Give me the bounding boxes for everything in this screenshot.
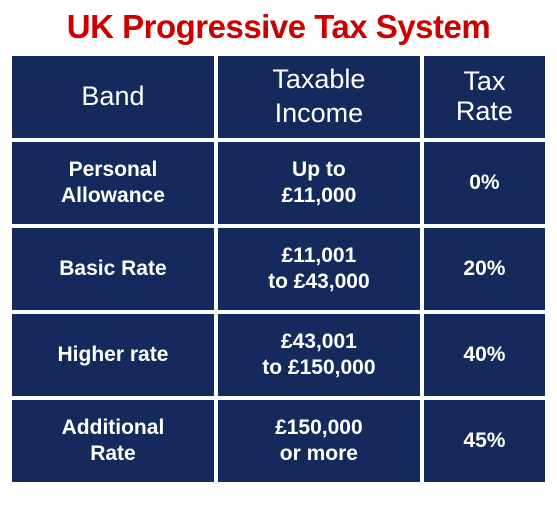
table-cell-income: £43,001to £150,000 [218,314,420,396]
table-cell-rate: 40% [424,314,545,396]
table-cell-rate: 0% [424,142,545,224]
table-cell-rate: 45% [424,400,545,482]
table-cell-income: Up to£11,000 [218,142,420,224]
table-cell-band: PersonalAllowance [12,142,214,224]
column-header-rate: TaxRate [424,56,545,138]
table-cell-band: Basic Rate [12,228,214,310]
table-cell-band: Higher rate [12,314,214,396]
column-header-income: TaxableIncome [218,56,420,138]
page-title: UK Progressive Tax System [12,8,545,46]
tax-table: Band TaxableIncome TaxRate PersonalAllow… [12,56,545,482]
table-cell-income: £11,001to £43,000 [218,228,420,310]
table-cell-rate: 20% [424,228,545,310]
column-header-band: Band [12,56,214,138]
table-cell-band: AdditionalRate [12,400,214,482]
table-cell-income: £150,000or more [218,400,420,482]
